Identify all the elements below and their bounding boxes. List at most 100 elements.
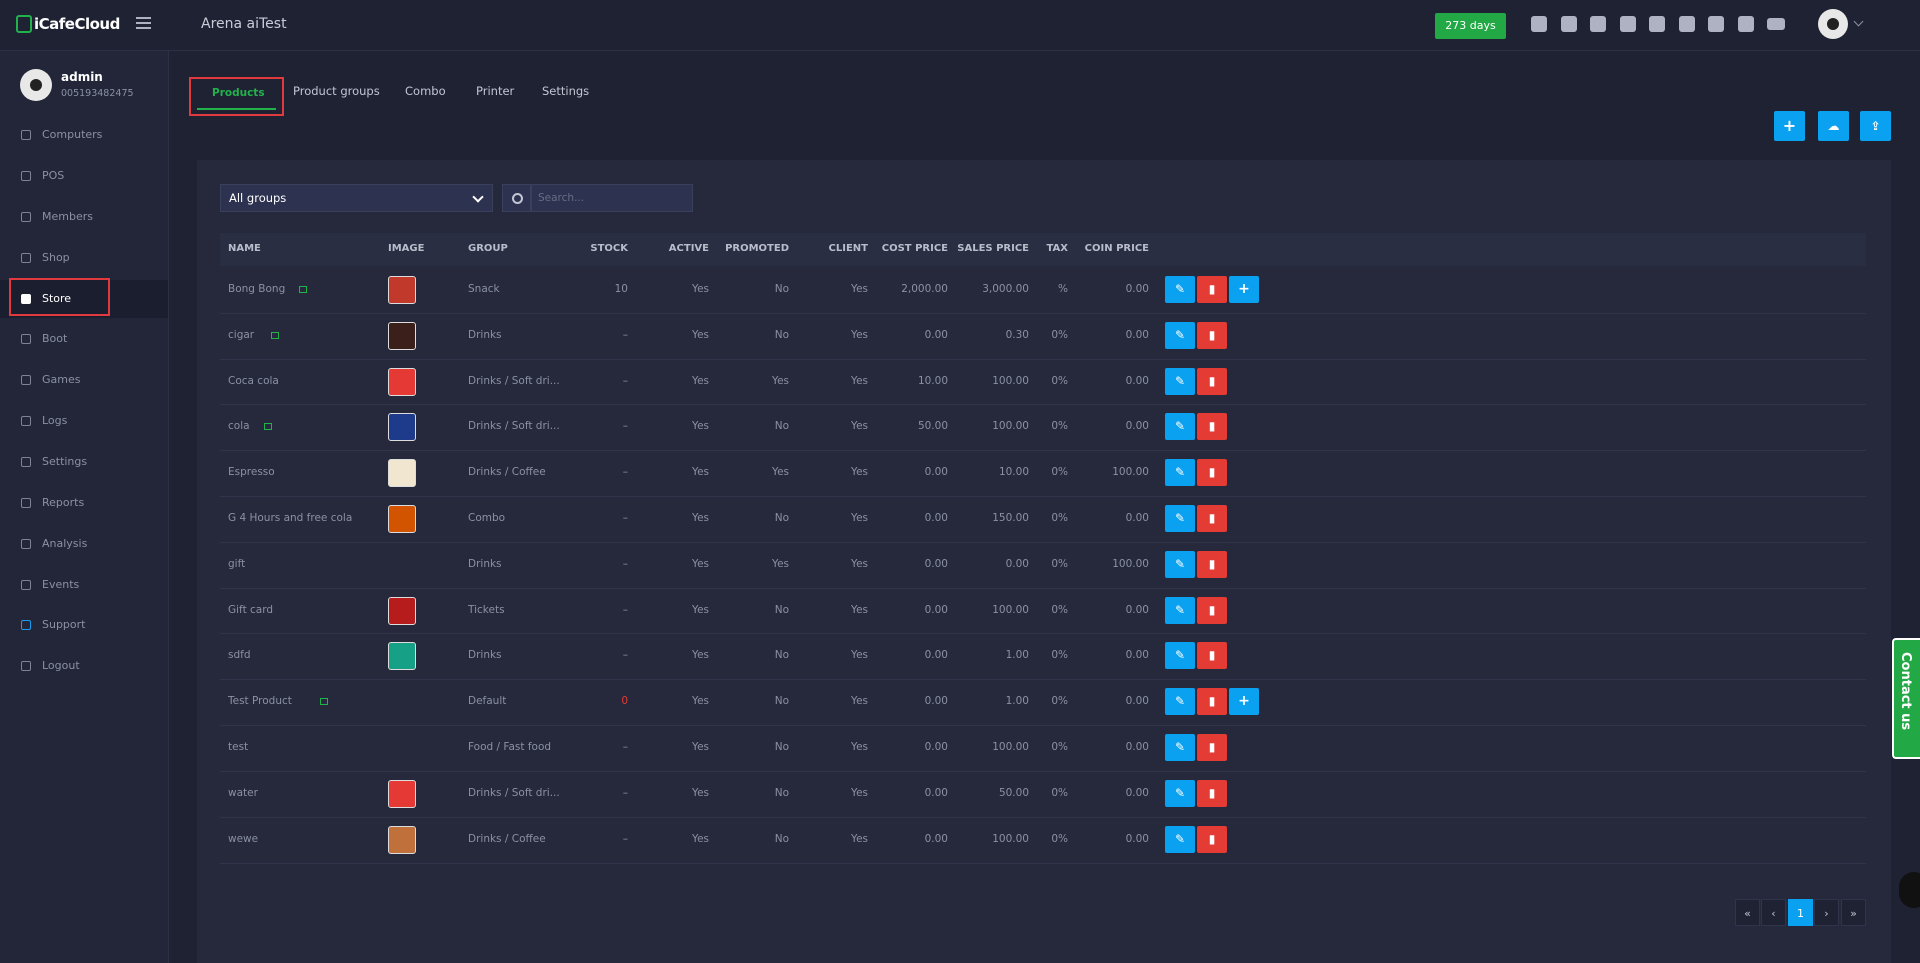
table-cell: 0% <box>1051 786 1068 799</box>
table-cell: G 4 Hours and free cola <box>228 512 353 524</box>
edit-button[interactable]: ✎ <box>1165 505 1195 532</box>
edit-button[interactable]: ✎ <box>1165 550 1195 578</box>
edit-button[interactable]: ✎ <box>1165 825 1195 853</box>
table-cell: 100.00 <box>992 374 1029 387</box>
tab[interactable]: Settings <box>542 84 590 98</box>
top-icon[interactable] <box>1649 16 1665 32</box>
top-icon[interactable] <box>1678 16 1695 32</box>
edit-button[interactable]: ✎ <box>1165 642 1195 670</box>
menu-item[interactable]: Games <box>0 361 168 399</box>
table-cell: 0.00 <box>1005 557 1029 570</box>
user-avatar[interactable] <box>1818 9 1848 39</box>
delete-button[interactable]: ▮ <box>1197 550 1227 578</box>
edit-button[interactable]: ✎ <box>1165 688 1195 716</box>
menu-label: Events <box>42 578 80 591</box>
delete-button[interactable]: ▮ <box>1197 642 1227 670</box>
menu-item[interactable]: Reports <box>0 484 168 522</box>
menu-item[interactable]: Boot <box>0 320 168 358</box>
page-button[interactable]: › <box>1814 899 1839 926</box>
delete-button[interactable]: ▮ <box>1197 276 1227 303</box>
menu-item[interactable]: Analysis <box>0 525 168 563</box>
top-icon[interactable] <box>1708 16 1724 32</box>
page-button[interactable]: ‹ <box>1761 899 1786 926</box>
license-days[interactable]: 273 days <box>1435 13 1506 39</box>
top-icon[interactable] <box>1619 16 1636 32</box>
page-button[interactable]: « <box>1735 899 1760 926</box>
table-cell: No <box>774 603 789 616</box>
table-cell: 0.00 <box>924 603 948 616</box>
group-select[interactable]: All groups <box>220 184 493 212</box>
menu-item[interactable]: Logs <box>0 402 168 440</box>
menu-item[interactable]: Events <box>0 566 168 604</box>
table-cell: 0% <box>1051 512 1068 524</box>
top-icon[interactable] <box>1590 16 1606 32</box>
delete-button[interactable]: ▮ <box>1197 321 1227 349</box>
table-cell: gift <box>228 557 246 570</box>
table-cell: 0% <box>1051 649 1068 662</box>
edit-button[interactable]: ✎ <box>1165 276 1195 303</box>
top-icon[interactable] <box>1531 16 1547 32</box>
edit-button[interactable]: ✎ <box>1165 596 1195 624</box>
edit-button[interactable]: ✎ <box>1165 321 1195 349</box>
delete-button[interactable]: ▮ <box>1197 779 1227 807</box>
avatar-caret[interactable] <box>1853 16 1864 27</box>
row-divider <box>220 450 1866 452</box>
delete-button[interactable]: ▮ <box>1197 688 1227 716</box>
edit-button[interactable]: ✎ <box>1165 367 1195 395</box>
menu-toggle[interactable] <box>136 17 151 29</box>
edit-button[interactable]: ✎ <box>1165 459 1195 487</box>
logo[interactable]: iCafeCloud <box>34 15 120 33</box>
delete-button[interactable]: ▮ <box>1197 596 1227 624</box>
menu-item[interactable]: Logout <box>0 647 168 685</box>
table-cell: Yes <box>772 557 789 570</box>
tab[interactable]: Products <box>212 87 265 99</box>
menu-item[interactable]: Computers <box>0 116 168 154</box>
page-button[interactable]: 1 <box>1788 899 1813 926</box>
menu-icon <box>21 416 31 426</box>
top-icon[interactable] <box>1767 18 1785 30</box>
table-cell: 0.00 <box>1125 374 1149 387</box>
menu-icon <box>21 375 31 385</box>
combo-add-button[interactable]: + <box>1229 688 1259 716</box>
edit-button[interactable]: ✎ <box>1165 779 1195 807</box>
menu-icon <box>21 580 31 590</box>
table-cell: 0% <box>1051 374 1068 387</box>
tab[interactable]: Printer <box>476 84 515 98</box>
table-cell: – <box>622 466 628 479</box>
table-cell: 0.00 <box>1125 786 1149 799</box>
delete-button[interactable]: ▮ <box>1197 734 1227 761</box>
menu-item[interactable]: Members <box>0 198 168 236</box>
side-toggle[interactable] <box>1899 872 1920 908</box>
menu-item[interactable]: Shop <box>0 239 168 277</box>
delete-button[interactable]: ▮ <box>1197 367 1227 395</box>
delete-button[interactable]: ▮ <box>1197 825 1227 853</box>
combo-add-button[interactable]: + <box>1229 276 1259 303</box>
search-input[interactable]: Search... <box>531 184 693 212</box>
add-button[interactable]: + <box>1774 111 1805 141</box>
menu-item[interactable]: Support <box>0 606 168 644</box>
table-cell: Coca cola <box>228 374 279 387</box>
menu-item[interactable]: Settings <box>0 443 168 481</box>
table-cell: sdfd <box>228 649 251 662</box>
menu-item[interactable]: POS <box>0 157 168 195</box>
group-select-value: All groups <box>229 191 287 205</box>
menu-item[interactable]: Store <box>0 280 168 318</box>
contact-tab[interactable]: Contact us <box>1892 638 1920 759</box>
page-button[interactable]: » <box>1841 899 1866 926</box>
table-cell: 1.00 <box>1005 695 1029 708</box>
import-button[interactable]: ☁ <box>1818 111 1849 141</box>
table-cell: Drinks <box>468 328 502 341</box>
menu-icon <box>21 171 31 181</box>
tab[interactable]: Product groups <box>293 84 380 98</box>
upload-button[interactable]: ⇪ <box>1860 111 1891 141</box>
top-icon[interactable] <box>1737 16 1754 32</box>
tab[interactable]: Combo <box>405 84 446 98</box>
delete-button[interactable]: ▮ <box>1197 413 1227 441</box>
delete-button[interactable]: ▮ <box>1197 505 1227 532</box>
top-icon[interactable] <box>1560 16 1577 32</box>
table-cell: Yes <box>851 466 868 479</box>
edit-button[interactable]: ✎ <box>1165 734 1195 761</box>
edit-button[interactable]: ✎ <box>1165 413 1195 441</box>
delete-button[interactable]: ▮ <box>1197 459 1227 487</box>
product-image <box>388 642 416 671</box>
